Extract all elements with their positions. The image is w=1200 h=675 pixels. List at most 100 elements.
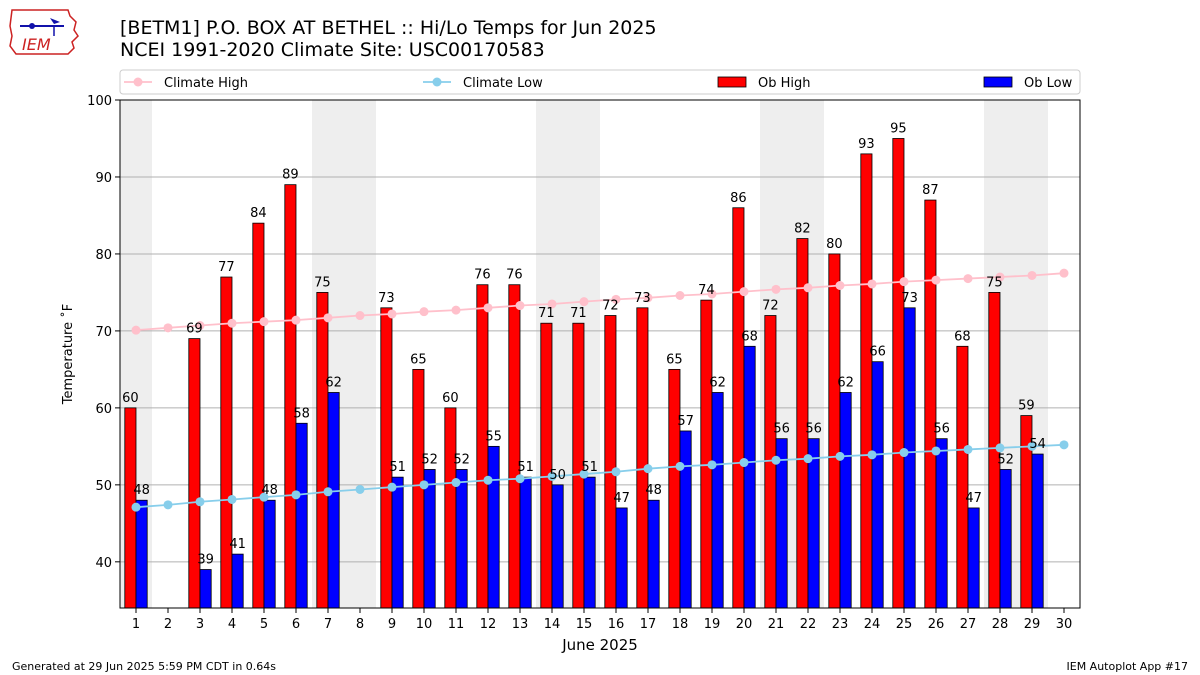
- legend: Climate High Climate Low Ob High Ob Low: [119, 69, 1081, 95]
- ob-high-label: 95: [890, 121, 907, 136]
- ob-high-label: 93: [858, 137, 875, 152]
- y-tick-label: 70: [95, 325, 112, 340]
- x-tick-label: 26: [928, 617, 945, 632]
- y-tick-label: 90: [95, 171, 112, 186]
- climate-high-point: [131, 325, 141, 335]
- x-tick-label: 13: [512, 617, 529, 632]
- climate-high-point: [195, 321, 205, 331]
- legend-box: [119, 69, 1081, 95]
- ob-low-bar: [487, 445, 500, 609]
- title-line-2: NCEI 1991-2020 Climate Site: USC00170583: [120, 39, 545, 61]
- climate-high-point: [323, 313, 333, 323]
- ob-high-label: 69: [186, 322, 203, 337]
- ob-high-label: 73: [634, 291, 651, 306]
- ob-low-label: 66: [869, 345, 886, 360]
- y-tick-label: 100: [87, 94, 112, 109]
- ob-low-bar: [263, 499, 276, 609]
- logo-text: IEM: [22, 35, 51, 54]
- climate-low-point: [707, 460, 717, 470]
- climate-high-point: [515, 301, 525, 311]
- ob-high-label: 71: [538, 306, 555, 321]
- legend-marker: [133, 77, 143, 87]
- climate-high-point: [675, 291, 685, 301]
- ob-low-bar: [839, 392, 852, 609]
- ob-high-label: 72: [602, 299, 619, 314]
- ob-high-bar: [252, 222, 265, 609]
- ob-low-label: 50: [549, 468, 566, 483]
- y-tick-label: 60: [95, 402, 112, 417]
- title-line-1: [BETM1] P.O. BOX AT BETHEL :: Hi/Lo Temp…: [120, 17, 657, 39]
- ob-low-bar: [135, 499, 148, 609]
- climate-high-point: [291, 315, 301, 325]
- climate-low-point: [195, 497, 205, 507]
- x-tick-label: 24: [864, 617, 881, 632]
- climate-low-point: [835, 451, 845, 461]
- climate-low-point: [131, 502, 141, 512]
- climate-high-point: [899, 277, 909, 287]
- app-note: IEM Autoplot App #17: [1066, 660, 1189, 673]
- ob-low-label: 48: [261, 483, 278, 498]
- climate-low-point: [515, 474, 525, 484]
- ob-low-label: 47: [613, 491, 630, 506]
- ob-high-bar: [924, 199, 937, 609]
- ob-low-label: 51: [517, 460, 534, 475]
- ob-low-label: 51: [389, 460, 406, 475]
- climate-low-point: [355, 484, 365, 494]
- ob-low-label: 55: [485, 429, 502, 444]
- ob-high-bar: [188, 338, 201, 609]
- x-tick-label: 14: [544, 617, 561, 632]
- climate-low-point: [387, 482, 397, 492]
- ob-low-bar: [871, 361, 884, 609]
- x-tick-label: 25: [896, 617, 913, 632]
- ob-high-bar: [700, 299, 713, 609]
- climate-low-point: [931, 446, 941, 456]
- ob-low-label: 51: [581, 460, 598, 475]
- ob-high-label: 60: [442, 391, 459, 406]
- climate-high-point: [355, 311, 365, 321]
- legend-item-2: Ob High: [717, 76, 811, 91]
- x-tick-label: 9: [388, 617, 396, 632]
- y-tick-label: 50: [95, 479, 112, 494]
- ob-low-bar: [615, 507, 628, 609]
- legend-bar-swatch: [983, 76, 1013, 88]
- climate-low-point: [1059, 440, 1069, 450]
- ob-low-bar: [807, 438, 820, 609]
- ob-high-label: 65: [410, 352, 427, 367]
- ob-high-bar: [668, 368, 681, 609]
- x-tick-label: 10: [416, 617, 433, 632]
- ob-high-bar: [380, 307, 393, 609]
- ob-low-label: 52: [453, 452, 470, 467]
- y-tick-label: 80: [95, 248, 112, 263]
- legend-item-1: Climate Low: [423, 76, 543, 91]
- climate-high-point: [995, 272, 1005, 282]
- x-tick-label: 23: [832, 617, 849, 632]
- y-tick-label: 40: [95, 556, 112, 571]
- climate-high-point: [963, 274, 973, 284]
- ob-low-bar: [455, 469, 468, 609]
- climate-low-point: [323, 487, 333, 497]
- climate-high-point: [643, 293, 653, 303]
- climate-high-point: [483, 303, 493, 313]
- climate-low-point: [259, 492, 269, 502]
- iem-logo: IEM: [9, 9, 79, 55]
- ob-low-bar: [967, 507, 980, 609]
- ob-low-label: 68: [741, 329, 758, 344]
- x-tick-label: 4: [228, 617, 236, 632]
- y-axis-label: Temperature ˚F: [60, 304, 76, 405]
- ob-low-label: 73: [901, 291, 918, 306]
- ob-low-label: 47: [965, 491, 982, 506]
- climate-low-point: [291, 490, 301, 500]
- legend-label: Climate High: [164, 76, 248, 91]
- ob-high-label: 75: [314, 275, 331, 290]
- x-tick-label: 27: [960, 617, 977, 632]
- x-axis-label: June 2025: [561, 636, 638, 654]
- ob-high-label: 82: [794, 222, 811, 237]
- climate-high-point: [739, 287, 749, 297]
- ob-low-label: 56: [805, 422, 822, 437]
- ob-high-bar: [892, 138, 905, 609]
- ob-low-bar: [935, 438, 948, 609]
- ob-low-bar: [999, 469, 1012, 609]
- ob-low-label: 58: [293, 406, 310, 421]
- climate-low-point: [611, 467, 621, 477]
